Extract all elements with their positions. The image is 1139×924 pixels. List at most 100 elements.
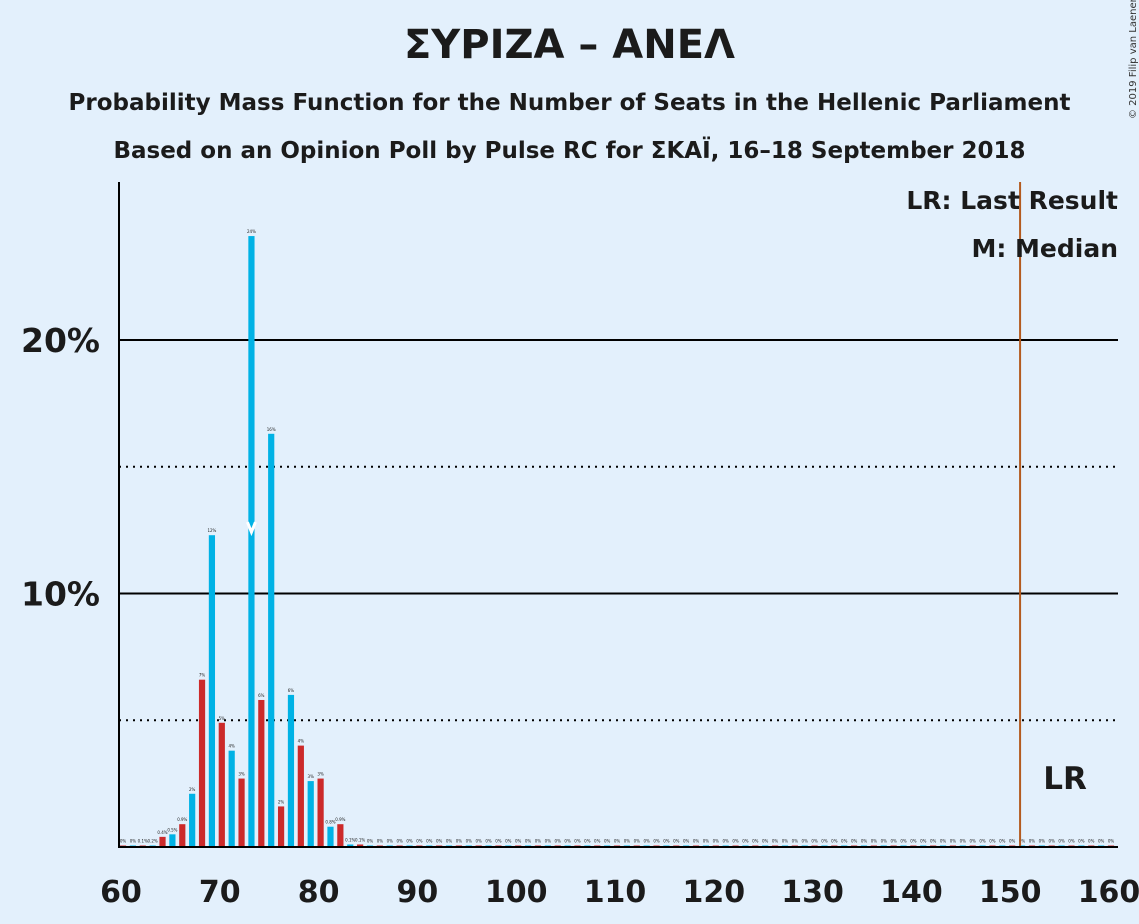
bar-value-label-134: 0% (851, 839, 858, 844)
bar-value-label-64: 0.4% (157, 830, 167, 835)
bar-value-label-111: 0% (624, 839, 631, 844)
bar-value-label-95: 0% (466, 839, 473, 844)
bar-value-label-124: 0% (752, 839, 759, 844)
bar-value-label-115: 0% (663, 839, 670, 844)
bar-value-label-113: 0% (643, 839, 650, 844)
bar-value-label-117: 0% (683, 839, 690, 844)
bar-75 (268, 433, 275, 847)
bar-68 (198, 679, 206, 847)
bar-79 (307, 781, 314, 847)
bar-72 (238, 778, 245, 847)
bar-value-label-140: 0% (910, 839, 917, 844)
bar-value-label-153: 0% (1039, 839, 1046, 844)
bar-value-label-157: 0% (1078, 839, 1085, 844)
bar-74 (258, 699, 265, 847)
bar-value-label-68: 7% (199, 673, 206, 678)
x-tick-label-130: 130 (781, 875, 844, 910)
bar-65 (169, 834, 176, 847)
median-marker (246, 521, 257, 537)
x-tick-label-70: 70 (199, 875, 241, 910)
bar-value-label-96: 0% (476, 839, 483, 844)
bar-value-label-101: 0% (525, 839, 532, 844)
y-tick-label-10: 10% (21, 575, 100, 614)
bar-value-label-88: 0% (396, 839, 403, 844)
bar-value-label-84: 0.1% (355, 837, 365, 842)
bar-84 (357, 844, 364, 847)
bar-value-label-78: 4% (298, 739, 305, 744)
bar-value-label-149: 0% (999, 839, 1006, 844)
x-tick-label-60: 60 (100, 875, 142, 910)
bar-value-label-146: 0% (970, 839, 977, 844)
bar-value-label-158: 0% (1088, 839, 1095, 844)
bar-value-label-81: 0.8% (325, 820, 335, 825)
bar-value-label-83: 0.1% (345, 837, 355, 842)
bar-value-label-97: 0% (485, 839, 492, 844)
bar-value-label-133: 0% (841, 839, 848, 844)
bar-value-label-79: 3% (308, 774, 315, 779)
bar-value-label-155: 0% (1058, 839, 1065, 844)
bar-value-label-137: 0% (881, 839, 888, 844)
bar-value-label-71: 4% (229, 744, 236, 749)
bar-value-label-119: 0% (703, 839, 710, 844)
bar-value-label-72: 3% (238, 772, 245, 777)
bar-value-label-107: 0% (584, 839, 591, 844)
bar-value-label-67: 2% (189, 787, 196, 792)
axis-ticks: 60 70 80 90 100 110 120 130 140 150 160 10% 20% (21, 321, 1139, 910)
bar-76 (277, 806, 285, 847)
bar-value-label-73: 24% (247, 229, 256, 234)
bar-value-label-144: 0% (950, 839, 957, 844)
bar-value-label-80: 3% (317, 772, 324, 777)
bar-value-label-148: 0% (989, 839, 996, 844)
x-tick-label-100: 100 (485, 875, 548, 910)
bar-value-label-160: 0% (1108, 839, 1115, 844)
bar-value-label-87: 0% (387, 839, 394, 844)
bar-value-label-77: 6% (288, 688, 295, 693)
bar-value-label-74: 6% (258, 693, 265, 698)
bar-value-label-63: 0.2% (148, 839, 158, 844)
x-tick-label-90: 90 (397, 875, 439, 910)
bar-value-label-66: 0.9% (177, 817, 187, 822)
bar-value-label-85: 0% (367, 839, 374, 844)
bar-value-label-141: 0% (920, 839, 927, 844)
last-result-marker-label: LR (1043, 761, 1087, 797)
bar-value-label-114: 0% (653, 839, 660, 844)
bar-value-label-86: 0% (377, 839, 384, 844)
bar-value-label-151: 0% (1019, 839, 1026, 844)
bar-value-label-105: 0% (564, 839, 571, 844)
bar-value-label-91: 0% (426, 839, 433, 844)
bar-value-label-75: 16% (267, 427, 276, 432)
bar-value-label-136: 0% (871, 839, 878, 844)
bar-value-label-156: 0% (1068, 839, 1075, 844)
bar-value-label-125: 0% (762, 839, 769, 844)
bar-82 (337, 824, 344, 847)
bar-value-label-89: 0% (406, 839, 413, 844)
chart-title: ΣΥΡΙΖΑ – ΑΝΕΛ (403, 22, 735, 68)
y-tick-label-20: 20% (21, 321, 100, 360)
x-tick-label-80: 80 (298, 875, 340, 910)
bar-value-label-142: 0% (930, 839, 937, 844)
bar-value-label-131: 0% (821, 839, 828, 844)
bar-71 (228, 750, 235, 847)
chart-source-subtitle: Based on an Opinion Poll by Pulse RC for… (113, 138, 1026, 164)
bar-value-label-126: 0% (772, 839, 779, 844)
bar-67 (189, 793, 196, 847)
bar-value-label-147: 0% (979, 839, 986, 844)
bar-value-label-143: 0% (940, 839, 947, 844)
bar-value-label-128: 0% (792, 839, 799, 844)
bar-value-label-121: 0% (723, 839, 730, 844)
bar-value-label-61: 0% (130, 839, 137, 844)
bar-value-label-70: 5% (219, 716, 226, 721)
bar-81 (327, 826, 334, 847)
x-tick-label-110: 110 (584, 875, 647, 910)
bar-value-label-112: 0% (634, 839, 641, 844)
bar-value-label-104: 0% (555, 839, 562, 844)
legend-last-result: LR: Last Result (906, 186, 1118, 215)
bar-value-label-60: 0% (120, 839, 127, 844)
bar-labels: 0% 0% 0.1% 0.2%0.4%0.5%0.9%2%7%12%5%4%3%24%… (120, 229, 1115, 843)
bar-value-label-93: 0% (446, 839, 453, 844)
bar-value-label-132: 0% (831, 839, 838, 844)
bar-value-label-108: 0% (594, 839, 601, 844)
bar-77 (287, 694, 295, 847)
bar-value-label-150: 0% (1009, 839, 1016, 844)
bar-value-label-62: 0.1% (138, 839, 148, 844)
